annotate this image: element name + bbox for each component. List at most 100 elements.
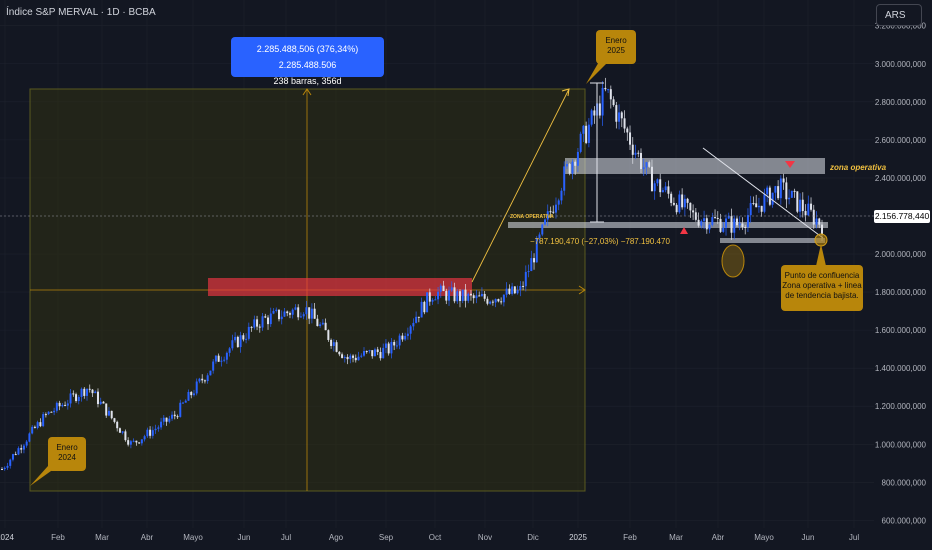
candle-body [697,219,700,226]
candle-body [316,318,319,327]
candle-body [604,87,607,90]
callout-enero-2025-pointer [586,60,610,84]
candle-body [574,161,577,166]
candle-body [516,290,519,294]
candle-body [639,152,642,170]
y-tick-label: 3.200.000,000 [875,22,927,31]
candle-body [129,441,132,445]
candle-body [212,361,215,371]
candle-body [253,319,256,328]
candle-body [815,218,818,225]
candle-body [201,378,204,381]
callout-confluencia-pointer [816,244,826,266]
candle-body [804,211,807,216]
candle-body [703,218,706,222]
currency-selector[interactable]: ARS [876,4,922,26]
candle-body [401,335,404,340]
candle-body [576,151,579,166]
candle-body [681,194,684,208]
candle-body [398,335,401,346]
callout-enero-2024-pointer [30,466,58,486]
candle-body [777,186,780,199]
x-tick-label: Dic [527,533,539,542]
candle-body [502,294,505,303]
rally-arrow-head [561,88,570,97]
candle-body [157,427,160,429]
candle-body [790,190,793,198]
candle-body [615,105,618,122]
candle-body [236,336,239,348]
candle-body [390,341,393,354]
candle-body [269,313,272,325]
candle-body [349,355,352,360]
candle-body [72,393,75,395]
candle-body [442,285,445,292]
candle-body [807,203,810,216]
candle-body [321,322,324,325]
candle-body [299,316,302,318]
candle-body [291,309,294,315]
candle-body [634,152,637,155]
candle-body [464,289,467,301]
candle-body [483,293,486,299]
candle-body [821,224,823,235]
candle-body [3,467,6,470]
candle-body [469,293,472,296]
candle-body [524,271,527,287]
candle-body [214,355,217,362]
candle-body [338,351,341,355]
candle-body [80,388,83,397]
candle-body [77,396,80,402]
candle-body [352,355,355,358]
red-zone [208,278,472,296]
candle-body [36,422,39,428]
candle-body [678,194,681,213]
candle-body [206,375,209,382]
support-box [720,238,825,243]
x-tick-label: 2025 [569,533,587,542]
candle-body [165,417,168,422]
candle-body [810,203,813,210]
x-tick-label: 2024 [0,533,14,542]
candle-body [192,393,195,396]
x-tick-label: Nov [478,533,492,542]
candle-body [151,430,154,436]
candle-body [727,216,730,219]
candle-body [500,301,503,303]
candle-body [124,431,127,441]
candle-body [195,381,198,394]
candle-body [198,378,201,382]
candle-body [327,330,330,340]
x-tick-label: Jul [281,533,291,542]
candle-body [472,295,475,299]
candle-body [458,291,461,301]
candle-body [538,234,541,239]
candle-body [612,99,615,106]
candle-body [519,285,522,291]
candle-body [99,401,102,405]
y-tick-label: 2.600.000,000 [875,136,927,145]
candle-body [475,295,478,299]
candle-body [305,307,308,315]
x-tick-label: Feb [623,533,637,542]
zona-operativa-lower-box [508,222,828,228]
candle-body [288,313,291,315]
candle-body [6,465,9,468]
y-tick-label: 2.800.000,000 [875,98,927,107]
candle-body [187,391,190,401]
candle-body [527,271,530,273]
candle-body [406,333,409,336]
candle-body [445,291,448,301]
candle-body [788,197,791,200]
candle-body [708,224,711,230]
candle-body [749,203,752,216]
candle-body [656,179,659,184]
candle-body [560,190,563,201]
candle-body [33,426,36,428]
candle-body [184,400,187,403]
candle-body [223,359,226,361]
candle-body [182,402,185,404]
candle-body [64,404,67,406]
candle-body [9,459,12,466]
